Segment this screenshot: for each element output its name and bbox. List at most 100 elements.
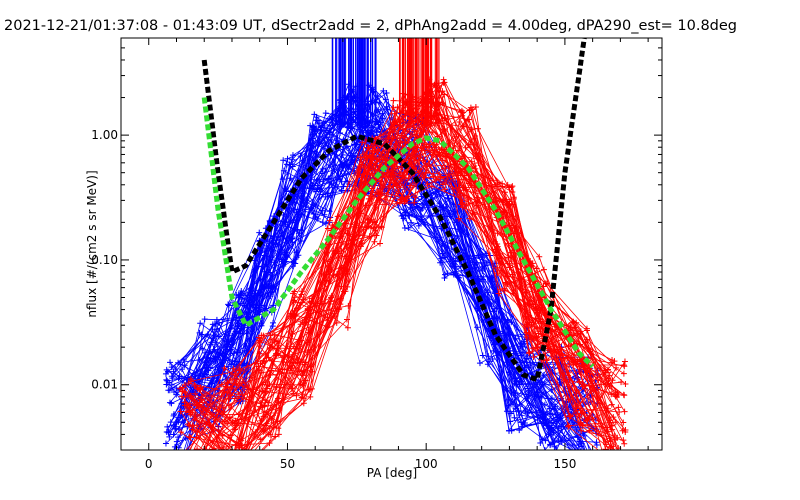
- blue-plus-marker: [523, 355, 530, 362]
- blue-plus-marker: [488, 303, 495, 310]
- red-plus-marker: [196, 471, 202, 477]
- red-plus-marker: [578, 410, 585, 417]
- red-plus-marker: [239, 460, 245, 466]
- red-plus-marker: [614, 457, 620, 463]
- blue-plus-marker: [314, 117, 321, 124]
- red-plus-marker: [396, 123, 403, 130]
- blue-plus-marker: [326, 115, 333, 122]
- red-plus-marker: [230, 472, 236, 478]
- series-layer: [162, 38, 629, 482]
- red-plus-marker: [265, 431, 272, 438]
- blue-plus-marker: [168, 364, 175, 371]
- blue-plus-marker: [555, 425, 562, 432]
- red-plus-marker: [620, 370, 627, 377]
- red-plus-marker: [235, 411, 242, 418]
- red-plus-marker: [470, 141, 477, 148]
- blue-plus-marker: [445, 195, 452, 202]
- red-plus-marker: [255, 334, 262, 341]
- red-plus-marker: [189, 426, 196, 433]
- red-plus-marker: [501, 285, 508, 292]
- red-plus-marker: [398, 175, 405, 182]
- red-plus-marker: [308, 385, 315, 392]
- red-plus-marker: [326, 217, 333, 224]
- red-plus-marker: [621, 358, 628, 365]
- blue-series-line: [171, 97, 587, 422]
- red-plus-marker: [300, 382, 307, 389]
- blue-plus-marker: [587, 465, 593, 471]
- blue-plus-marker: [232, 328, 239, 335]
- red-plus-marker: [494, 243, 501, 250]
- blue-plus-marker: [366, 119, 373, 126]
- red-plus-marker: [569, 332, 576, 339]
- red-plus-marker: [231, 452, 237, 458]
- x-axis: 0 50 100 150: [145, 38, 649, 471]
- red-plus-marker: [233, 451, 239, 457]
- blue-plus-marker: [225, 302, 232, 309]
- red-plus-marker: [602, 459, 608, 465]
- red-plus-marker: [565, 396, 572, 403]
- blue-plus-marker: [518, 378, 525, 385]
- red-plus-marker: [343, 241, 350, 248]
- blue-plus-marker: [175, 434, 182, 441]
- red-plus-marker: [586, 348, 593, 355]
- blue-plus-marker: [171, 454, 177, 460]
- red-plus-marker: [187, 476, 193, 482]
- blue-plus-marker: [589, 464, 595, 470]
- blue-plus-marker: [343, 94, 350, 101]
- plot-frame: [120, 37, 663, 451]
- red-plus-marker: [182, 465, 188, 471]
- blue-plus-marker: [177, 461, 183, 467]
- blue-series-line: [175, 112, 590, 442]
- red-plus-marker: [528, 321, 535, 328]
- red-plus-marker: [608, 443, 615, 450]
- red-plus-marker: [298, 337, 305, 344]
- x-tick-label: 0: [145, 457, 153, 471]
- red-plus-marker: [616, 451, 622, 457]
- blue-plus-marker: [408, 219, 415, 226]
- blue-plus-marker: [205, 364, 212, 371]
- red-plus-marker: [266, 440, 273, 447]
- red-plus-marker: [565, 423, 572, 430]
- red-plus-marker: [454, 169, 461, 176]
- red-plus-marker: [602, 381, 609, 388]
- red-plus-marker: [606, 372, 613, 379]
- blue-plus-marker: [284, 155, 291, 162]
- blue-plus-marker: [265, 280, 272, 287]
- blue-plus-marker: [167, 359, 174, 366]
- red-plus-marker: [459, 199, 466, 206]
- red-plus-marker: [621, 440, 628, 447]
- blue-plus-marker: [474, 324, 481, 331]
- red-plus-marker: [198, 459, 204, 465]
- red-plus-marker: [240, 456, 246, 462]
- red-plus-marker: [273, 352, 280, 359]
- blue-plus-marker: [484, 361, 491, 368]
- blue-plus-marker: [542, 437, 549, 444]
- blue-plus-marker: [243, 330, 250, 337]
- blue-plus-marker: [164, 423, 171, 430]
- red-plus-marker: [620, 362, 627, 369]
- red-plus-marker: [429, 129, 436, 136]
- red-plus-marker: [402, 139, 409, 146]
- blue-plus-marker: [342, 105, 349, 112]
- blue-plus-marker: [365, 82, 372, 89]
- red-plus-marker: [409, 93, 416, 100]
- red-plus-marker: [530, 335, 537, 342]
- blue-plus-marker: [314, 215, 321, 222]
- red-plus-marker: [613, 364, 620, 371]
- blue-plus-marker: [169, 455, 175, 461]
- red-plus-marker: [308, 368, 315, 375]
- x-tick-label: 100: [415, 457, 438, 471]
- blue-series-line: [179, 108, 583, 434]
- red-plus-marker: [256, 337, 263, 344]
- blue-plus-marker: [507, 410, 514, 417]
- red-plus-marker: [192, 454, 198, 460]
- red-plus-marker: [472, 104, 479, 111]
- red-plus-marker: [402, 194, 409, 201]
- red-plus-marker: [455, 184, 462, 191]
- red-plus-marker: [239, 462, 245, 468]
- blue-plus-marker: [164, 377, 171, 384]
- red-plus-marker: [267, 372, 274, 379]
- red-plus-marker: [428, 183, 435, 190]
- red-plus-marker: [356, 171, 363, 178]
- red-plus-marker: [225, 468, 231, 474]
